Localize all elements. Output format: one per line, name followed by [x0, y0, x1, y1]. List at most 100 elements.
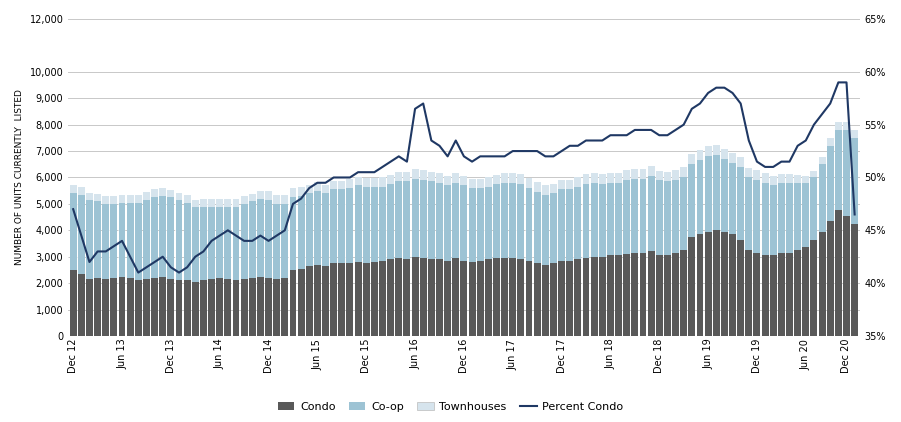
Bar [111, 278, 117, 336]
Bar [127, 278, 133, 336]
Bar [688, 154, 696, 164]
Bar [119, 203, 125, 276]
Bar [591, 183, 597, 257]
Bar [688, 237, 696, 336]
Bar [289, 197, 296, 270]
Bar [761, 173, 769, 183]
Bar [761, 255, 769, 336]
Bar [575, 260, 581, 336]
Bar [672, 180, 679, 253]
Bar [322, 185, 329, 193]
Bar [257, 276, 264, 336]
Bar [623, 180, 630, 254]
Y-axis label: NUMBER OF UNITS CURRENTLY  LISTED: NUMBER OF UNITS CURRENTLY LISTED [15, 89, 24, 265]
Bar [851, 138, 858, 224]
Bar [640, 179, 646, 253]
Bar [623, 254, 630, 336]
Bar [778, 173, 785, 183]
Bar [761, 183, 769, 255]
Bar [86, 200, 93, 279]
Bar [550, 263, 557, 336]
Bar [314, 191, 321, 265]
Bar [485, 187, 492, 260]
Bar [778, 253, 785, 336]
Bar [339, 181, 345, 189]
Bar [664, 181, 671, 255]
Bar [729, 234, 736, 336]
Percent Condo [523, 149, 534, 154]
Bar [289, 188, 296, 197]
Bar [835, 122, 842, 130]
Bar [69, 270, 77, 336]
Bar [575, 177, 581, 187]
Bar [428, 181, 435, 260]
Bar [680, 178, 687, 250]
Bar [355, 177, 361, 185]
Bar [151, 278, 158, 336]
Bar [103, 196, 109, 204]
Bar [86, 192, 93, 200]
Bar [216, 200, 223, 206]
Bar [363, 263, 369, 336]
Bar [224, 279, 232, 336]
Bar [297, 187, 305, 196]
Bar [396, 181, 402, 258]
Bar [452, 183, 460, 258]
Percent Condo [132, 270, 143, 275]
Bar [542, 185, 549, 195]
Bar [444, 176, 451, 185]
Bar [696, 234, 704, 336]
Bar [469, 179, 476, 188]
Bar [249, 201, 256, 278]
Bar [778, 183, 785, 253]
Bar [412, 169, 419, 179]
Bar [119, 195, 125, 203]
Bar [615, 183, 622, 255]
Bar [640, 169, 646, 179]
Bar [208, 279, 215, 336]
Bar [827, 221, 833, 336]
Bar [615, 173, 622, 183]
Bar [705, 156, 712, 232]
Bar [664, 172, 671, 181]
Bar [591, 257, 597, 336]
Bar [517, 174, 524, 184]
Bar [103, 204, 109, 279]
Bar [575, 187, 581, 260]
Bar [305, 184, 313, 193]
Bar [143, 192, 150, 200]
Bar [501, 173, 508, 183]
Bar [696, 150, 704, 160]
Bar [525, 178, 532, 188]
Bar [135, 195, 141, 203]
Bar [583, 184, 589, 258]
Bar [347, 263, 353, 336]
Bar [566, 180, 573, 189]
Bar [794, 175, 801, 183]
Bar [428, 172, 435, 181]
Bar [640, 253, 646, 336]
Bar [297, 269, 305, 336]
Bar [525, 188, 532, 261]
Bar [493, 184, 500, 258]
Bar [103, 279, 109, 336]
Bar [241, 197, 248, 204]
Bar [249, 278, 256, 336]
Bar [322, 193, 329, 266]
Bar [745, 250, 752, 336]
Bar [794, 250, 801, 336]
Bar [143, 279, 150, 336]
Bar [648, 252, 655, 336]
Bar [281, 278, 288, 336]
Bar [745, 168, 752, 178]
Bar [509, 258, 516, 336]
Percent Condo [92, 249, 103, 254]
Bar [591, 173, 597, 183]
Bar [769, 176, 777, 185]
Bar [176, 200, 183, 281]
Bar [379, 178, 386, 187]
Bar [330, 181, 337, 189]
Bar [119, 276, 125, 336]
Bar [151, 197, 158, 278]
Bar [363, 187, 369, 263]
